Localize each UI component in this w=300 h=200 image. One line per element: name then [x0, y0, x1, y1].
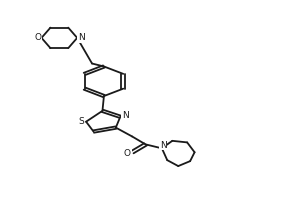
Text: O: O: [124, 149, 131, 158]
Text: N: N: [160, 141, 167, 150]
Text: N: N: [122, 111, 128, 120]
Text: N: N: [78, 33, 84, 42]
Text: S: S: [79, 117, 84, 126]
Text: O: O: [34, 33, 41, 42]
